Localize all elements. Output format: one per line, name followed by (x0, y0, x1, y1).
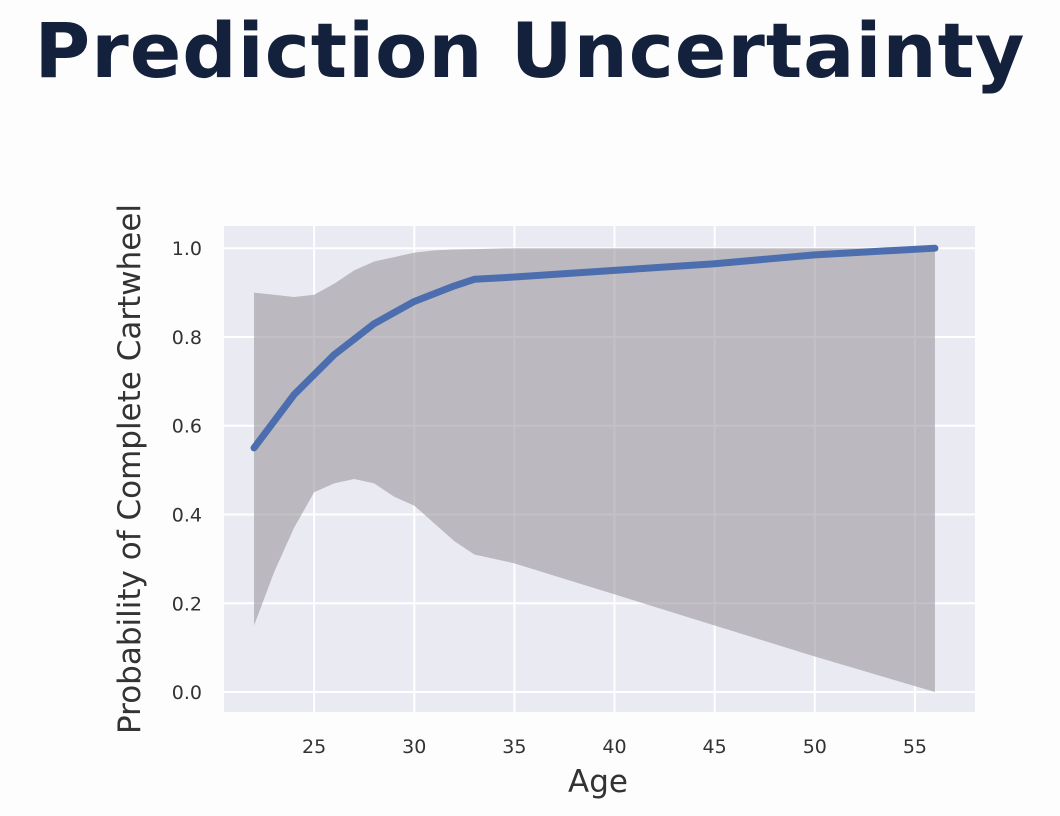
x-tick-label: 50 (803, 736, 827, 758)
y-tick-label: 0.0 (172, 682, 202, 704)
y-tick-labels: 0.0 0.2 0.4 0.6 0.8 1.0 (172, 238, 202, 704)
x-tick-label: 35 (502, 736, 526, 758)
prediction-line (250, 244, 939, 452)
x-tick-label: 30 (402, 736, 426, 758)
x-tick-label: 45 (703, 736, 727, 758)
x-axis-label: Age (568, 764, 628, 800)
y-tick-label: 0.2 (172, 593, 202, 615)
y-axis-label: Probability of Complete Cartwheel (112, 204, 148, 734)
y-tick-label: 0.4 (172, 504, 202, 526)
y-tick-label: 0.8 (172, 327, 202, 349)
y-tick-label: 1.0 (172, 238, 202, 260)
y-tick-label: 0.6 (172, 416, 202, 438)
x-tick-label: 25 (302, 736, 326, 758)
uncertainty-band (254, 248, 935, 693)
slide-title: Prediction Uncertainty (34, 6, 1026, 95)
x-tick-label: 40 (602, 736, 626, 758)
x-tick-label: 55 (903, 736, 927, 758)
x-tick-labels: 25 30 35 40 45 50 55 (302, 736, 927, 758)
